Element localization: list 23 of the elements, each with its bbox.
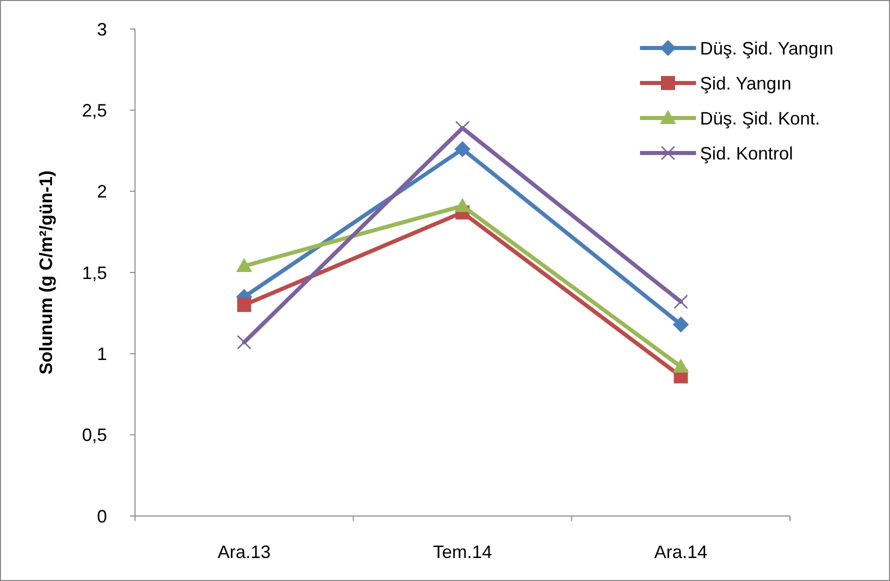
legend-label: Şid. Yangın [700, 73, 792, 94]
y-tick-label: 1,5 [82, 262, 107, 283]
point [672, 358, 689, 373]
point [454, 198, 470, 212]
x-tick-label: Ara.14 [654, 542, 708, 562]
point [236, 258, 252, 272]
point [237, 298, 252, 312]
legend-label: Şid. Kontrol [700, 143, 794, 164]
y-tick-label: 3 [96, 19, 107, 40]
y-tick-label: 0,5 [82, 425, 107, 446]
point [672, 316, 689, 332]
y-tick-label: 2 [96, 182, 107, 202]
y-tick-label: 2,5 [82, 100, 107, 120]
y-axis-title: Solunum (g C/m²/gün-1) [36, 170, 56, 374]
x-tick-label: Tem.14 [432, 542, 492, 562]
x-tick-label: Ara.13 [218, 542, 271, 562]
y-tick-label: 0 [96, 506, 107, 526]
legend-label: Düş. Şid. Kont. [700, 108, 820, 128]
point [454, 141, 470, 158]
y-tick-label: 1 [96, 344, 107, 364]
legend-label: Düş. Şid. Yangın [700, 38, 834, 58]
point [674, 294, 688, 309]
point [237, 335, 252, 350]
